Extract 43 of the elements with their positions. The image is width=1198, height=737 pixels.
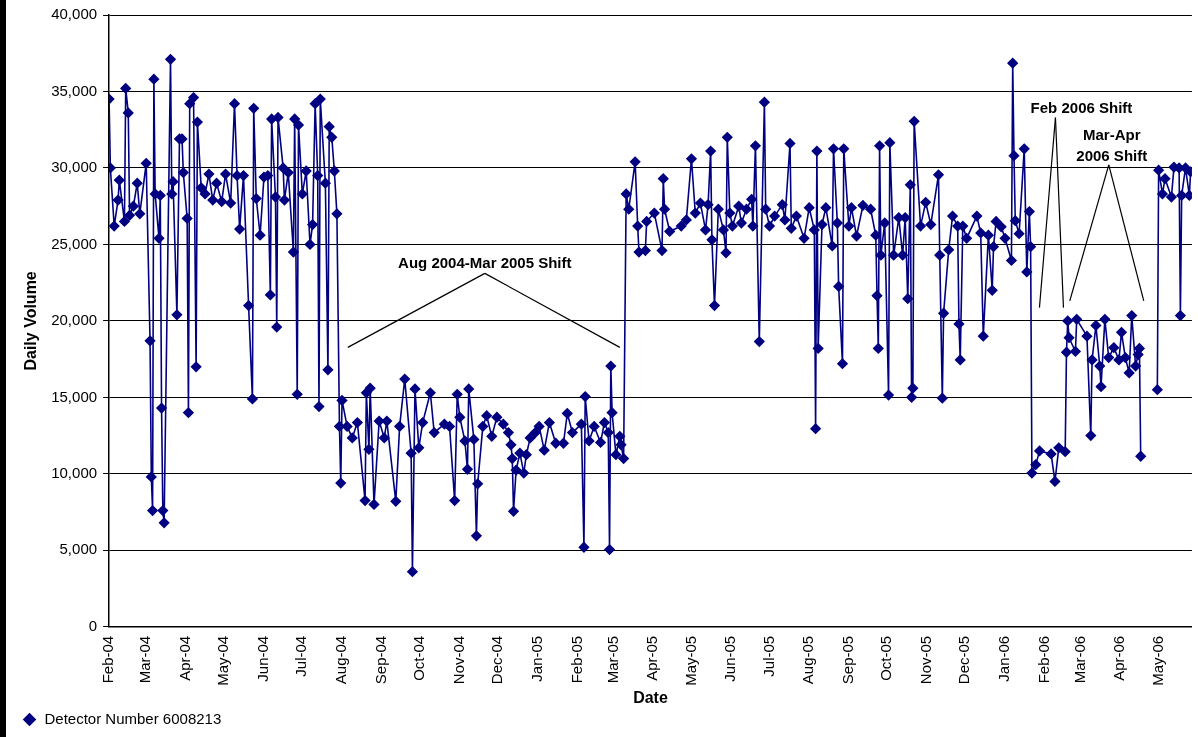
annotation: Aug 2004-Mar 2005 Shift [398,253,572,271]
x-tick-label: Mar-06 [1070,635,1088,684]
x-tick-label: Oct-04 [410,635,428,681]
x-tick-label: Jun-05 [721,635,739,682]
x-tick-label: Nov-04 [449,635,467,685]
x-tick-label: Aug-04 [332,635,350,685]
x-tick-label: Sep-04 [371,635,389,685]
y-tick-label: 30,000 [51,158,98,176]
y-tick-label: 35,000 [51,81,98,99]
x-tick-label: Mar-04 [136,635,154,684]
annotation: Mar-Apr 2006 Shift [1076,125,1148,164]
x-tick-label: Aug-05 [799,635,817,685]
x-tick-label: Jan-05 [528,635,545,682]
x-tick-label: Mar-05 [603,635,621,684]
x-tick-label: Oct-05 [877,635,895,681]
x-tick-label: Jun-04 [254,635,272,682]
annotation: Feb 2006 Shift [1030,98,1133,116]
x-tick-label: Nov-05 [917,635,935,685]
y-tick-label: 40,000 [51,5,98,23]
x-tick-label: Feb-05 [567,635,585,684]
x-tick-label: Jan-06 [995,635,1013,682]
legend-label: Detector Number 6008213 [44,709,222,727]
y-tick-label: 20,000 [51,311,98,329]
x-tick-label: Jul-05 [759,635,777,677]
x-tick-label: Feb-06 [1034,635,1052,684]
x-tick-label: Dec-05 [955,635,973,685]
x-tick-label: Apr-05 [643,635,661,681]
x-tick-label: May-04 [214,635,232,686]
x-tick-label: Apr-06 [1110,635,1128,681]
x-tick-label: May-06 [1148,635,1166,686]
y-tick-label: 25,000 [51,234,98,252]
y-tick-label: 5,000 [59,540,98,558]
x-tick-label: Sep-05 [839,635,857,685]
x-tick-label: Apr-04 [176,635,194,681]
x-tick-label: Dec-04 [488,635,506,685]
y-tick-label: 0 [88,616,98,634]
y-axis-title: Daily Volume [22,271,40,371]
x-tick-label: May-05 [681,635,699,686]
x-tick-label: Jul-04 [292,635,310,677]
x-axis-title: Date [633,688,668,706]
y-tick-label: 15,000 [51,387,98,405]
x-tick-label: Feb-04 [99,635,117,684]
y-tick-label: 10,000 [51,463,98,481]
